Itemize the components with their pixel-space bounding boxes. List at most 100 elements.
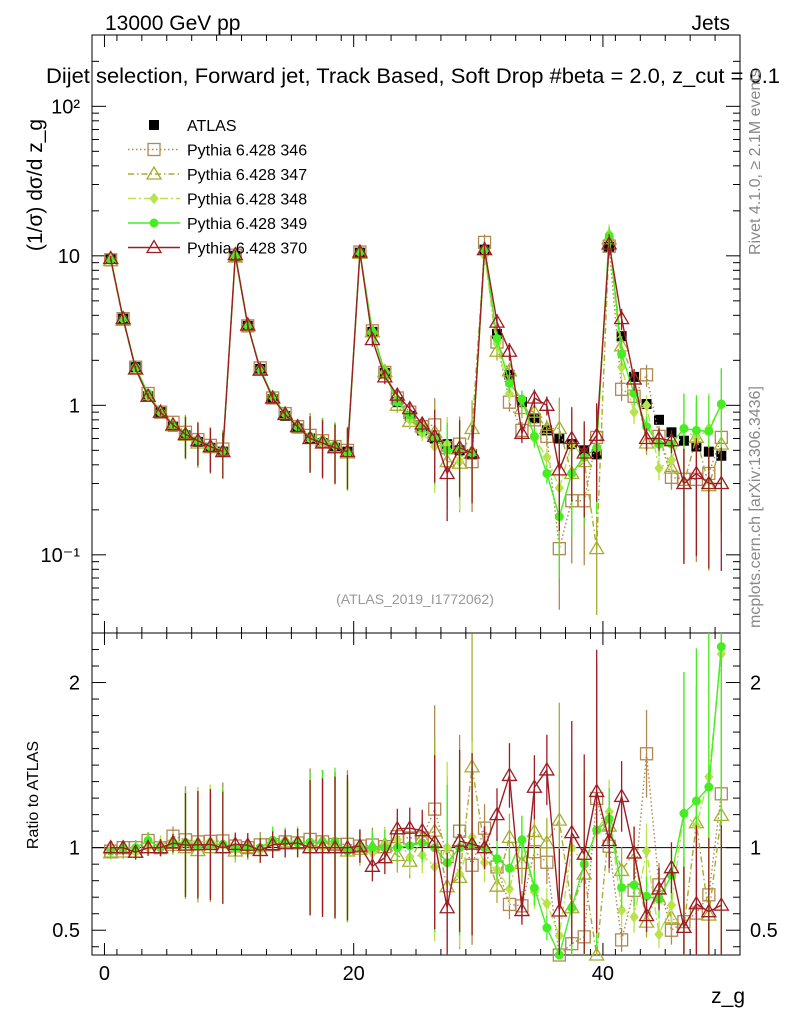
legend-label: Pythia 6.428 370 (187, 241, 307, 258)
ratio-point (127, 843, 144, 858)
ratio-point (675, 919, 693, 934)
ratio-point (476, 839, 493, 854)
ratio-point (688, 895, 705, 910)
ratio-point (492, 854, 502, 864)
data-point (551, 461, 568, 476)
ratio-point (501, 829, 518, 843)
ratio-point (289, 834, 306, 849)
data-point (189, 432, 207, 447)
ratio-point (700, 903, 717, 918)
ratio-point (526, 823, 543, 838)
data-point (654, 414, 664, 425)
data-point (264, 389, 281, 404)
data-point (326, 439, 344, 454)
data-point (538, 420, 555, 435)
plot-title: Dijet selection, Forward jet, Track Base… (46, 65, 780, 88)
ratio-point (376, 849, 393, 864)
ratio-tick-label-left: 2 (69, 673, 80, 695)
data-point (451, 439, 468, 454)
ratio-point (401, 819, 418, 834)
ratio-point (542, 923, 552, 933)
data-point (414, 415, 431, 430)
ratio-tick-label-left: 0.5 (52, 920, 80, 942)
ratio-point (513, 855, 531, 870)
data-point (139, 387, 157, 402)
ratio-point (152, 839, 169, 854)
data-point (501, 342, 518, 357)
ratio-point (614, 933, 629, 947)
legend-label: Pythia 6.428 348 (187, 192, 307, 209)
ratio-point (663, 859, 680, 874)
data-point (688, 465, 705, 480)
x-axis-label: z_g (711, 985, 745, 1008)
ratio-point (351, 837, 369, 852)
ratio-point (517, 835, 527, 845)
ratio-point (576, 845, 593, 860)
data-point (351, 243, 369, 258)
ratio-point (538, 834, 555, 849)
legend-entry: Pythia 6.428 370 (128, 239, 307, 258)
data-point (439, 465, 456, 480)
data-point (654, 462, 664, 474)
data-point (301, 430, 319, 445)
legend-label: Pythia 6.428 349 (187, 216, 307, 233)
ratio-tick-label-right: 2 (750, 673, 761, 695)
ratio-point (139, 839, 157, 854)
ratio-point (451, 832, 468, 847)
data-point (625, 370, 643, 385)
ratio-panel-frame (91, 632, 741, 956)
ratio-tick-label-right: 0.5 (750, 920, 778, 942)
ratio-point (601, 832, 618, 847)
data-point (542, 468, 552, 478)
ratio-point (638, 907, 655, 922)
data-point (127, 360, 144, 375)
data-point (666, 454, 677, 466)
ratio-point (389, 820, 406, 835)
y-axis-label: (1/σ) dσ/d z_g (24, 119, 47, 251)
ratio-point (654, 928, 664, 941)
ratio-point (542, 897, 552, 910)
data-point (177, 426, 194, 440)
data-point (691, 425, 701, 435)
ratio-point (513, 902, 531, 917)
ratio-point (264, 836, 281, 851)
process-label: Jets (691, 12, 730, 35)
data-point (463, 444, 481, 459)
legend-label: ATLAS (187, 118, 237, 135)
legend-entry: Pythia 6.428 349 (128, 216, 307, 233)
ratio-point (563, 824, 580, 839)
data-point (613, 310, 630, 325)
side-note-mcplots: mcplots.cern.ch [arXiv:1306.3436] (747, 386, 764, 628)
watermark-label: (ATLAS_2019_I1772062) (336, 591, 494, 607)
ratio-point (488, 806, 506, 821)
data-point (401, 400, 418, 415)
data-point (538, 397, 555, 411)
ratio-point (314, 839, 331, 854)
data-point (588, 427, 605, 441)
data-point (202, 438, 219, 453)
y-tick-label: 10² (51, 96, 80, 118)
ratio-point (426, 833, 443, 848)
legend-marker (149, 120, 159, 130)
data-point (713, 475, 730, 490)
data-point (252, 361, 269, 376)
legend: ATLAS Pythia 6.428 346 Pythia 6.428 347 Pyt… (128, 118, 307, 258)
ratio-point (102, 839, 119, 854)
legend-label: Pythia 6.428 346 (187, 143, 307, 160)
ratio-point (439, 899, 456, 914)
ratio-series-line (110, 766, 723, 956)
data-point (214, 443, 231, 458)
legend-label: Pythia 6.428 347 (187, 167, 307, 184)
legend-marker (147, 142, 161, 157)
ratio-point (189, 836, 207, 851)
legend-marker (149, 192, 159, 205)
data-point (102, 250, 119, 265)
data-point (679, 423, 689, 433)
data-point (115, 310, 132, 325)
energy-label: 13000 GeV pp (105, 12, 240, 35)
data-point (517, 394, 527, 404)
ratio-point (716, 642, 726, 652)
data-point (492, 333, 502, 343)
data-point (638, 430, 655, 445)
ratio-tick-label-left: 1 (69, 838, 80, 860)
